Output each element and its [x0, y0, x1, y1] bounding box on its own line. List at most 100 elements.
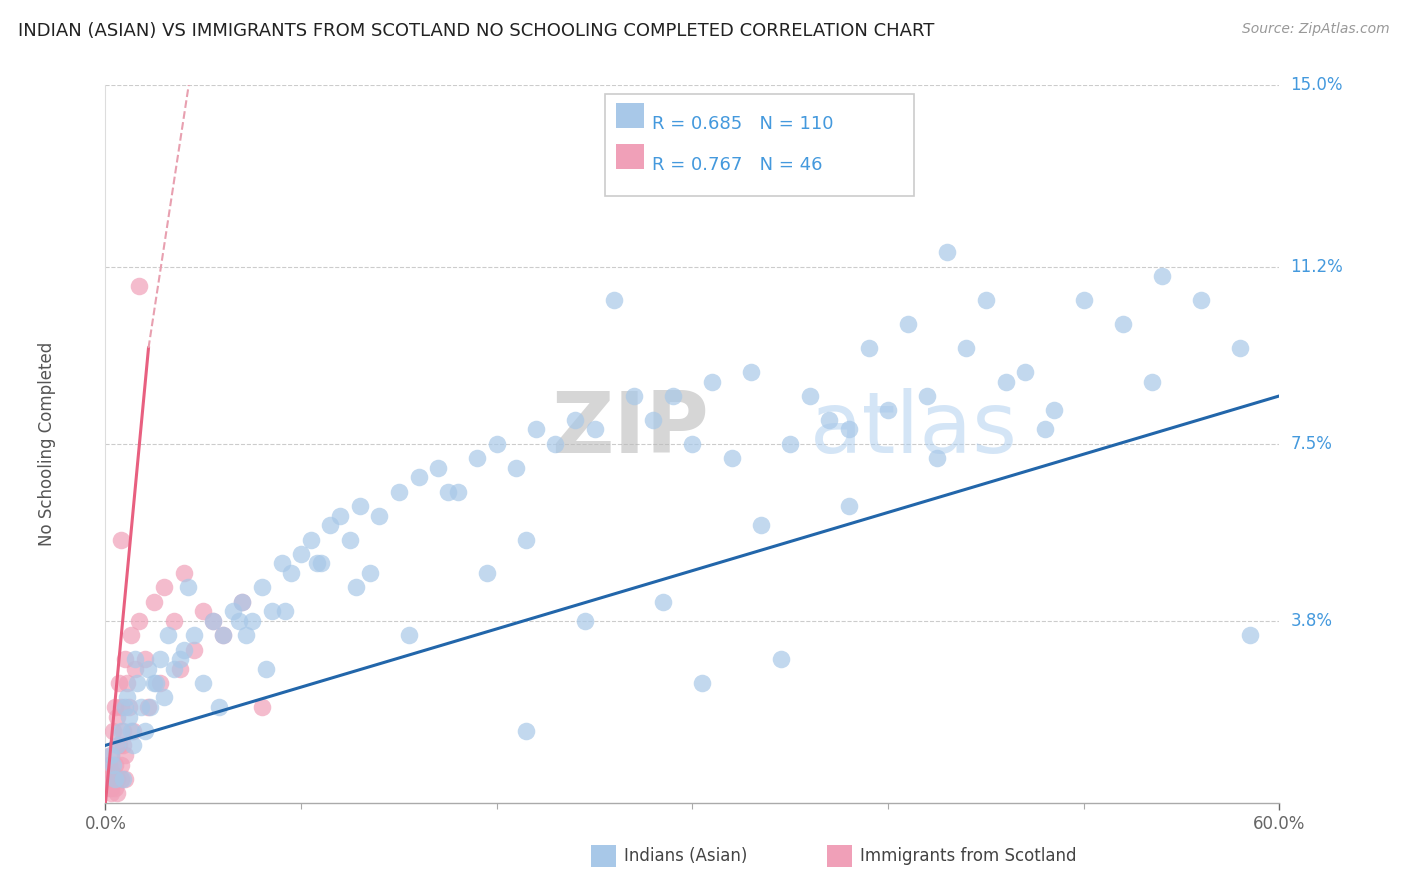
Point: [202, 614, 225, 628]
Point: [157, 628, 180, 642]
Point: [98, 757, 121, 772]
Point: [643, 413, 665, 427]
Point: [344, 581, 367, 595]
Point: [139, 700, 162, 714]
Point: [149, 676, 172, 690]
Point: [114, 700, 136, 714]
Point: [700, 375, 723, 389]
Point: [720, 451, 742, 466]
Point: [124, 652, 146, 666]
Point: [114, 747, 136, 762]
Point: [221, 604, 243, 618]
Point: [173, 642, 195, 657]
Point: [818, 413, 841, 427]
Point: [124, 662, 146, 676]
Point: [359, 566, 381, 580]
Point: [339, 533, 361, 547]
Point: [208, 700, 231, 714]
Point: [682, 436, 704, 450]
Point: [129, 700, 152, 714]
Point: [183, 628, 205, 642]
Point: [515, 533, 537, 547]
Point: [583, 422, 606, 436]
Point: [388, 484, 411, 499]
Point: [955, 341, 977, 355]
Point: [1112, 317, 1135, 331]
Point: [1229, 341, 1251, 355]
Point: [274, 604, 297, 618]
Point: [305, 557, 328, 571]
Point: [202, 614, 225, 628]
Point: [1142, 375, 1164, 389]
Text: INDIAN (ASIAN) VS IMMIGRANTS FROM SCOTLAND NO SCHOOLING COMPLETED CORRELATION CH: INDIAN (ASIAN) VS IMMIGRANTS FROM SCOTLA…: [18, 22, 935, 40]
Text: R = 0.767   N = 46: R = 0.767 N = 46: [652, 156, 823, 174]
Point: [112, 739, 135, 753]
Point: [103, 772, 125, 786]
Point: [574, 614, 596, 628]
Point: [740, 365, 762, 379]
Text: 3.8%: 3.8%: [1291, 612, 1333, 630]
Point: [125, 676, 148, 690]
Point: [270, 557, 292, 571]
Point: [114, 652, 136, 666]
Text: 11.2%: 11.2%: [1291, 258, 1343, 276]
Point: [173, 566, 195, 580]
Point: [104, 781, 127, 796]
Point: [779, 436, 801, 450]
Point: [103, 724, 125, 739]
Point: [309, 557, 332, 571]
Point: [319, 518, 342, 533]
Point: [104, 772, 127, 786]
Point: [240, 614, 263, 628]
Text: Immigrants from Scotland: Immigrants from Scotland: [860, 847, 1077, 865]
Text: Indians (Asian): Indians (Asian): [624, 847, 748, 865]
Point: [120, 628, 142, 642]
Point: [153, 690, 176, 705]
Point: [254, 662, 277, 676]
Point: [121, 739, 143, 753]
Point: [118, 709, 141, 723]
Point: [110, 772, 132, 786]
Point: [176, 581, 198, 595]
Point: [515, 724, 537, 739]
Point: [103, 767, 125, 781]
Point: [112, 724, 135, 739]
Point: [104, 700, 127, 714]
Point: [211, 628, 233, 642]
Point: [260, 604, 283, 618]
Point: [897, 317, 920, 331]
Point: [838, 422, 860, 436]
Point: [485, 436, 508, 450]
Point: [98, 781, 121, 796]
Point: [858, 341, 880, 355]
Point: [299, 533, 322, 547]
Point: [211, 628, 233, 642]
Point: [408, 470, 430, 484]
Point: [163, 614, 186, 628]
Point: [105, 739, 128, 753]
Point: [235, 628, 257, 642]
Point: [925, 451, 948, 466]
Point: [96, 772, 118, 786]
Point: [437, 484, 460, 499]
Point: [110, 533, 132, 547]
Point: [1073, 293, 1095, 307]
Point: [398, 628, 420, 642]
Point: [193, 604, 215, 618]
Point: [1150, 269, 1173, 284]
Point: [103, 757, 125, 772]
Point: [1043, 403, 1066, 417]
Point: [1189, 293, 1212, 307]
Point: [524, 422, 547, 436]
Point: [231, 595, 253, 609]
Point: [105, 709, 128, 723]
Point: [652, 595, 675, 609]
Point: [994, 375, 1017, 389]
Point: [138, 700, 160, 714]
Point: [143, 595, 166, 609]
Point: [183, 642, 205, 657]
Point: [105, 772, 128, 786]
Point: [250, 700, 273, 714]
Point: [623, 389, 645, 403]
Text: 15.0%: 15.0%: [1291, 76, 1343, 94]
